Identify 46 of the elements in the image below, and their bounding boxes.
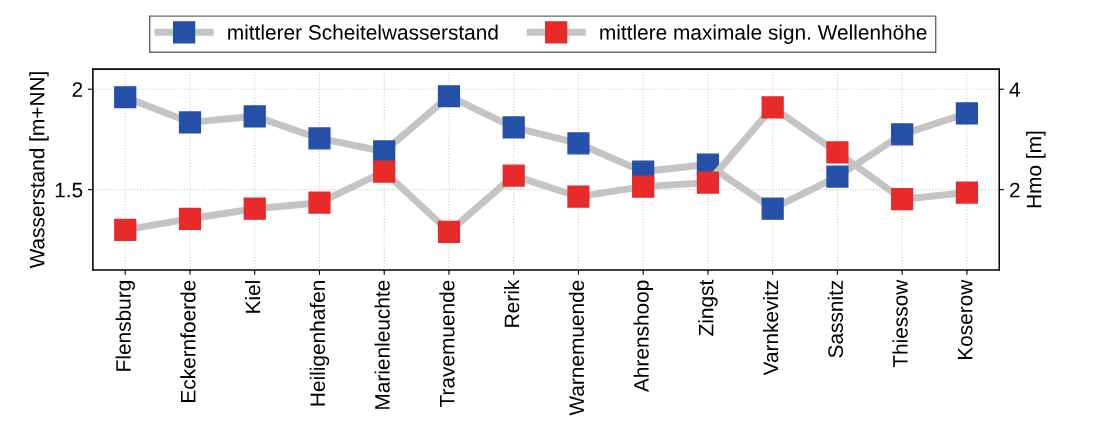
- x-tick-label: Zingst: [698, 279, 718, 336]
- point: [114, 218, 137, 241]
- point: [826, 141, 849, 164]
- point: [696, 171, 720, 194]
- x-tick-label: Kiel: [245, 281, 261, 313]
- legend-label: mittlere maximale sign. Wellenhöhe: [600, 24, 927, 44]
- x-tick-label: Rerik: [503, 279, 520, 327]
- x-tick-label: Koserow: [957, 279, 973, 360]
- x-tick-label: Heiligenhafen: [309, 281, 330, 406]
- y-axis-title: Wasserstand [m+NN]: [29, 72, 49, 269]
- point: [955, 181, 979, 204]
- point: [761, 96, 784, 119]
- point: [178, 207, 202, 230]
- point: [955, 102, 979, 125]
- point: [308, 127, 331, 150]
- x-tick-label: Travemuende: [439, 280, 455, 407]
- point: [567, 132, 590, 155]
- point: [567, 185, 590, 208]
- point: [437, 220, 461, 243]
- point: [437, 85, 461, 108]
- x-tick-label: Warnemuende: [568, 280, 585, 416]
- point: [761, 197, 784, 220]
- x-tick-label: Flensburg: [115, 281, 135, 371]
- x-tick-label: Marienleuchte: [374, 280, 390, 409]
- point: [178, 111, 202, 134]
- point: [502, 164, 525, 187]
- y2-tick-label: 2: [1010, 182, 1020, 198]
- point: [243, 105, 266, 128]
- point: [502, 116, 525, 139]
- y2-tick-label: 4: [1009, 82, 1020, 97]
- point: [373, 160, 396, 183]
- point: [114, 86, 137, 109]
- point: [891, 188, 914, 211]
- y2-axis-title: Hmo [m]: [1026, 131, 1046, 208]
- x-tick-label: Eckernfoerde: [180, 280, 196, 402]
- point: [243, 197, 266, 220]
- point: [632, 175, 655, 198]
- legend-label: mittlerer Scheitelwasserstand: [228, 24, 498, 40]
- point: [308, 191, 331, 214]
- x-tick-label: Ahrenshoop: [633, 280, 653, 393]
- y-tick-label: 1.5: [55, 182, 83, 198]
- point: [891, 123, 914, 146]
- x-tick-label: Thiessow: [892, 279, 908, 368]
- x-tick-label: Sassnitz: [827, 280, 843, 358]
- x-tick-label: Varnkevitz: [762, 280, 779, 376]
- point: [826, 165, 849, 188]
